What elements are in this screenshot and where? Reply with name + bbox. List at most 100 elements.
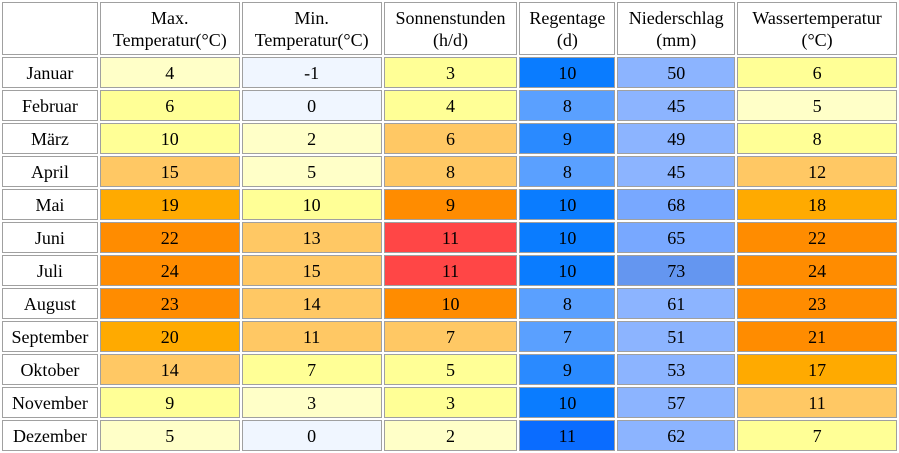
min-temperature-cell: 0 <box>241 420 382 451</box>
max-temperature-cell: 23 <box>99 288 240 319</box>
precipitation-cell: 49 <box>617 123 736 154</box>
max-temperature-cell: 6 <box>99 90 240 121</box>
sunshine-hours-cell: 7 <box>383 321 518 352</box>
water-temperature-cell: 5 <box>737 90 897 121</box>
water-temperature-cell: 6 <box>737 57 897 88</box>
min-temperature-cell: 7 <box>241 354 382 385</box>
sunshine-hours-cell: 3 <box>383 387 518 418</box>
header-line1: Sonnenstunden <box>395 7 506 28</box>
sunshine-hours-cell: 11 <box>383 255 518 286</box>
sunshine-hours-cell: 2 <box>383 420 518 451</box>
precipitation-cell: 45 <box>617 156 736 187</box>
rain-days-cell: 11 <box>519 420 616 451</box>
water-temperature-cell: 22 <box>737 222 897 253</box>
rain-days-cell: 10 <box>519 387 616 418</box>
table-row: Juni 22 13 11 10 65 22 <box>2 222 897 253</box>
sunshine-hours-cell: 3 <box>383 57 518 88</box>
max-temperature-cell: 20 <box>99 321 240 352</box>
table-row: August 23 14 10 8 61 23 <box>2 288 897 319</box>
water-temperature-cell: 23 <box>737 288 897 319</box>
table-row: Februar 6 0 4 8 45 5 <box>2 90 897 121</box>
header-line1: Wassertemperatur <box>752 7 882 28</box>
table-row: November 9 3 3 10 57 11 <box>2 387 897 418</box>
sunshine-hours-cell: 10 <box>383 288 518 319</box>
month-label: März <box>2 123 98 154</box>
min-temperature-cell: 11 <box>241 321 382 352</box>
table-row: März 10 2 6 9 49 8 <box>2 123 897 154</box>
header-precipitation: Niederschlag (mm) <box>617 2 736 55</box>
table-row: Juli 24 15 11 10 73 24 <box>2 255 897 286</box>
corner-cell <box>2 2 98 55</box>
rain-days-cell: 7 <box>519 321 616 352</box>
header-line1: Regentage <box>529 7 606 28</box>
table-row: Mai 19 10 9 10 68 18 <box>2 189 897 220</box>
table-row: Oktober 14 7 5 9 53 17 <box>2 354 897 385</box>
header-max-temperature: Max. Temperatur(°C) <box>99 2 240 55</box>
max-temperature-cell: 5 <box>99 420 240 451</box>
rain-days-cell: 10 <box>519 189 616 220</box>
sunshine-hours-cell: 4 <box>383 90 518 121</box>
month-label: Mai <box>2 189 98 220</box>
header-sunshine-hours: Sonnenstunden (h/d) <box>383 2 518 55</box>
precipitation-cell: 61 <box>617 288 736 319</box>
water-temperature-cell: 7 <box>737 420 897 451</box>
min-temperature-cell: 15 <box>241 255 382 286</box>
header-water-temperature: Wassertemperatur (°C) <box>737 2 897 55</box>
header-line2: (d) <box>556 29 578 50</box>
water-temperature-cell: 8 <box>737 123 897 154</box>
min-temperature-cell: 5 <box>241 156 382 187</box>
month-label: Januar <box>2 57 98 88</box>
header-min-temperature: Min. Temperatur(°C) <box>241 2 382 55</box>
header-line2: Temperatur(°C) <box>112 29 227 50</box>
min-temperature-cell: 2 <box>241 123 382 154</box>
table-body: Januar 4 -1 3 10 50 6 Februar 6 0 4 8 45 5 März 10 2 6 9 49… <box>2 57 897 451</box>
max-temperature-cell: 10 <box>99 123 240 154</box>
max-temperature-cell: 9 <box>99 387 240 418</box>
max-temperature-cell: 14 <box>99 354 240 385</box>
precipitation-cell: 57 <box>617 387 736 418</box>
precipitation-cell: 65 <box>617 222 736 253</box>
month-label: September <box>2 321 98 352</box>
sunshine-hours-cell: 11 <box>383 222 518 253</box>
month-label: Oktober <box>2 354 98 385</box>
header-line2: (h/d) <box>432 29 468 50</box>
precipitation-cell: 53 <box>617 354 736 385</box>
header-line1: Niederschlag <box>628 7 724 28</box>
month-label: Februar <box>2 90 98 121</box>
water-temperature-cell: 24 <box>737 255 897 286</box>
max-temperature-cell: 4 <box>99 57 240 88</box>
month-label: November <box>2 387 98 418</box>
header-line2: (°C) <box>801 29 833 50</box>
min-temperature-cell: 14 <box>241 288 382 319</box>
header-line2: Temperatur(°C) <box>254 29 369 50</box>
rain-days-cell: 9 <box>519 354 616 385</box>
max-temperature-cell: 24 <box>99 255 240 286</box>
rain-days-cell: 8 <box>519 288 616 319</box>
water-temperature-cell: 17 <box>737 354 897 385</box>
rain-days-cell: 8 <box>519 90 616 121</box>
rain-days-cell: 10 <box>519 255 616 286</box>
table-row: Dezember 5 0 2 11 62 7 <box>2 420 897 451</box>
water-temperature-cell: 18 <box>737 189 897 220</box>
min-temperature-cell: 3 <box>241 387 382 418</box>
month-label: Juni <box>2 222 98 253</box>
precipitation-cell: 50 <box>617 57 736 88</box>
table-row: September 20 11 7 7 51 21 <box>2 321 897 352</box>
precipitation-cell: 45 <box>617 90 736 121</box>
sunshine-hours-cell: 9 <box>383 189 518 220</box>
water-temperature-cell: 12 <box>737 156 897 187</box>
rain-days-cell: 10 <box>519 222 616 253</box>
header-line1: Min. <box>294 7 329 28</box>
precipitation-cell: 51 <box>617 321 736 352</box>
precipitation-cell: 62 <box>617 420 736 451</box>
precipitation-cell: 68 <box>617 189 736 220</box>
water-temperature-cell: 21 <box>737 321 897 352</box>
month-label: April <box>2 156 98 187</box>
rain-days-cell: 10 <box>519 57 616 88</box>
month-label: Dezember <box>2 420 98 451</box>
max-temperature-cell: 19 <box>99 189 240 220</box>
sunshine-hours-cell: 5 <box>383 354 518 385</box>
sunshine-hours-cell: 8 <box>383 156 518 187</box>
table-row: April 15 5 8 8 45 12 <box>2 156 897 187</box>
